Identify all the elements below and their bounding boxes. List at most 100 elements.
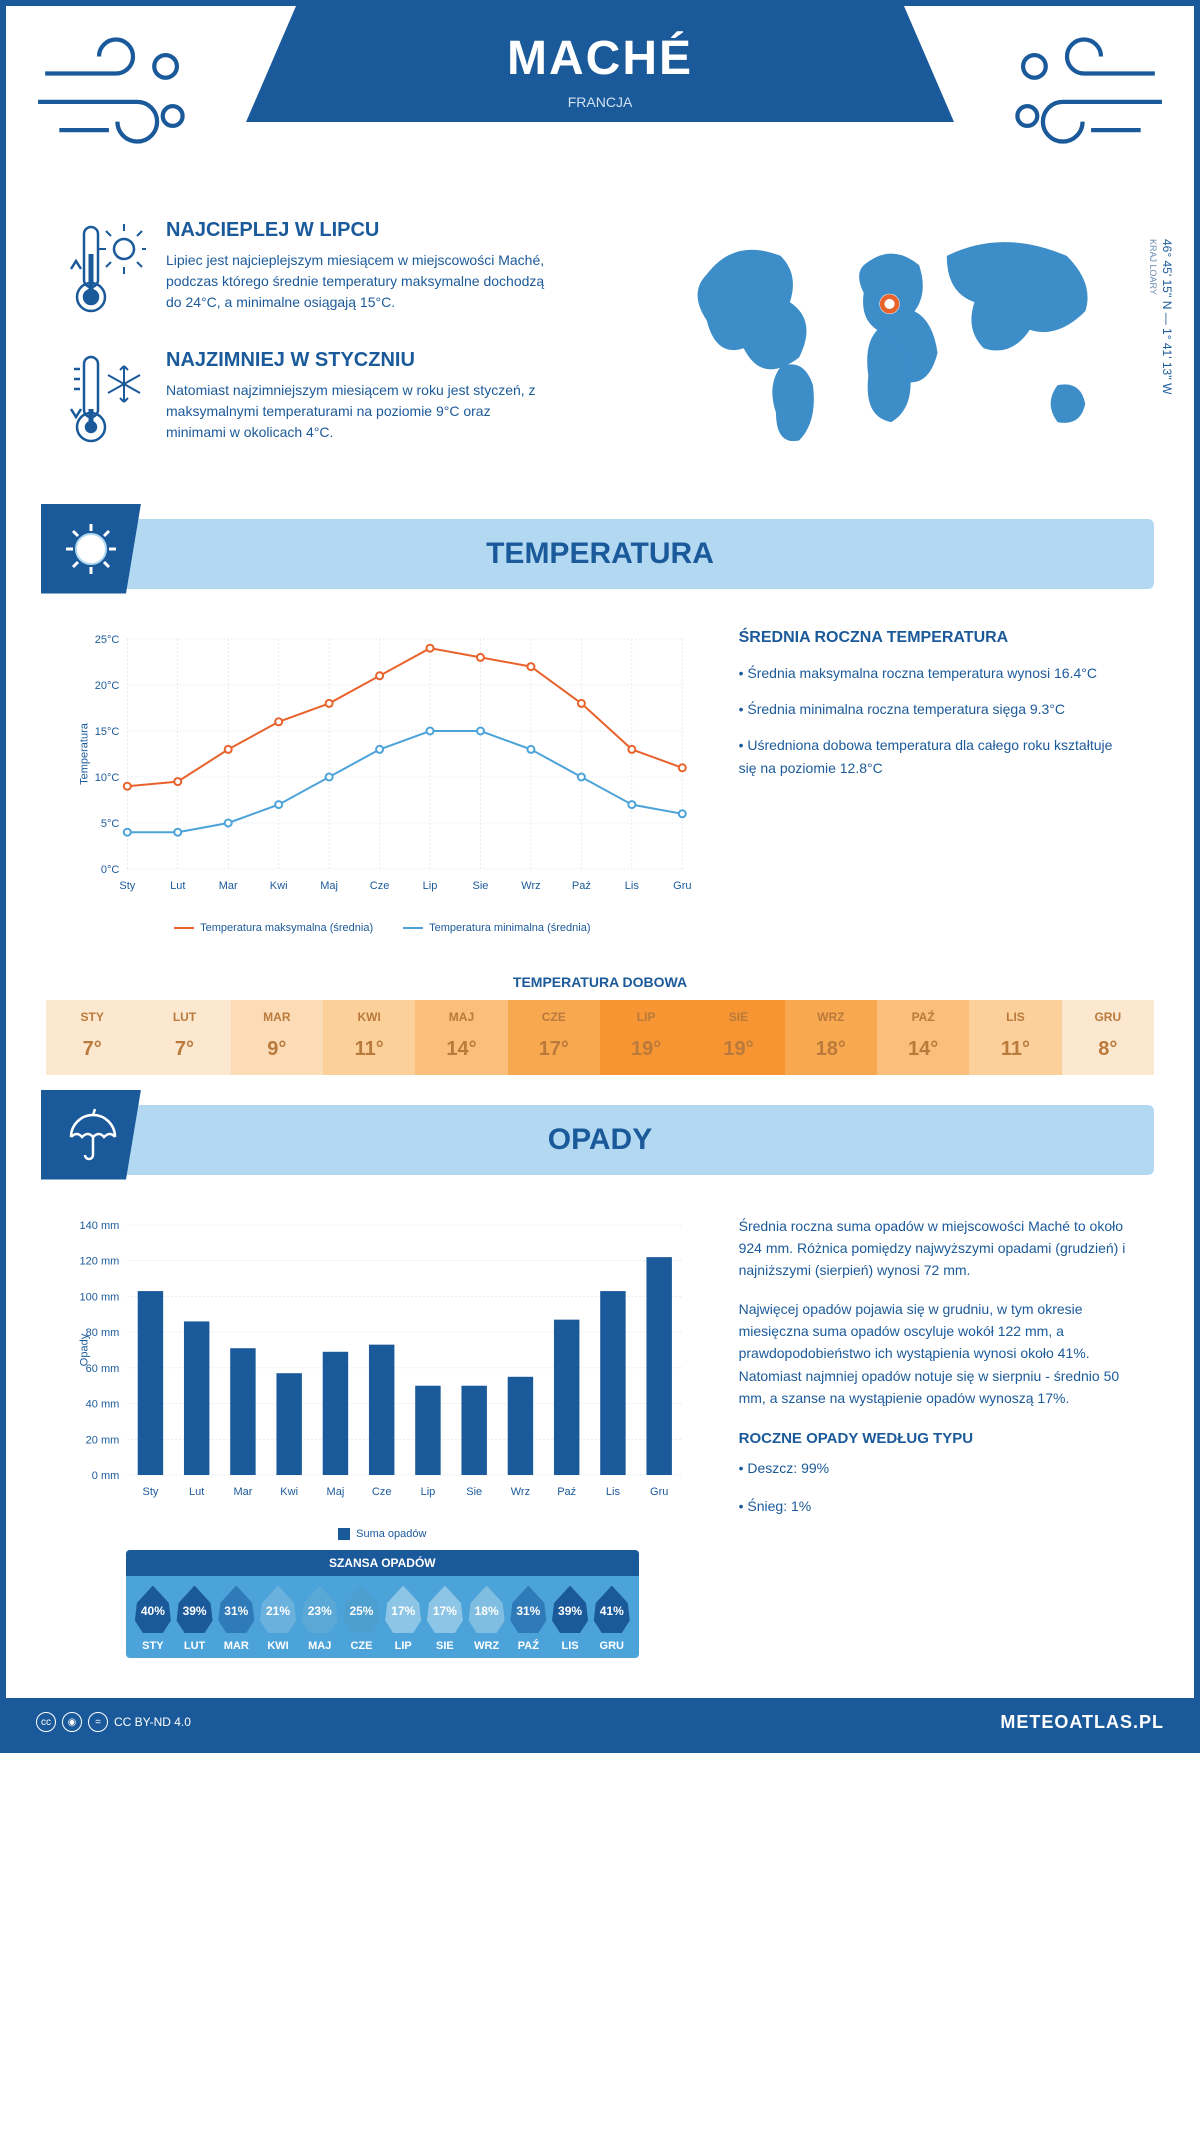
daily-cell: PAŹ14° (877, 1000, 969, 1075)
svg-text:Sty: Sty (142, 1486, 158, 1498)
svg-text:Wrz: Wrz (521, 880, 540, 892)
coordinates: 46° 45' 15'' N — 1° 41' 13'' W KRAJ LOAR… (1146, 239, 1174, 394)
svg-text:Kwi: Kwi (270, 880, 288, 892)
svg-text:5°C: 5°C (101, 818, 120, 830)
svg-text:20°C: 20°C (95, 680, 120, 692)
license-text: CC BY-ND 4.0 (114, 1715, 191, 1729)
svg-text:Lip: Lip (421, 1486, 436, 1498)
svg-text:Cze: Cze (372, 1486, 392, 1498)
daily-cell: MAJ14° (415, 1000, 507, 1075)
world-map-icon (667, 219, 1134, 464)
section-title: TEMPERATURA (64, 537, 1136, 571)
svg-text:Opady: Opady (78, 1333, 90, 1366)
svg-text:80 mm: 80 mm (86, 1327, 120, 1339)
umbrella-icon (41, 1090, 141, 1180)
svg-text:10°C: 10°C (95, 772, 120, 784)
daily-cell: STY7° (46, 1000, 138, 1075)
section-title: OPADY (64, 1123, 1136, 1157)
temperature-summary: ŚREDNIA ROCZNA TEMPERATURA • Średnia mak… (739, 629, 1134, 934)
chance-drop: 23%MAJ (299, 1586, 341, 1652)
chance-drop: 39%LIS (549, 1586, 591, 1652)
chance-drop: 21%KWI (257, 1586, 299, 1652)
fact-warm-heading: NAJCIEPLEJ W LIPCU (166, 219, 546, 242)
wind-icon-right (974, 6, 1194, 189)
brand-label: METEOATLAS.PL (1000, 1712, 1164, 1733)
section-header-precipitation: OPADY (46, 1105, 1154, 1175)
nd-icon: = (88, 1712, 108, 1732)
daily-cell: SIE19° (692, 1000, 784, 1075)
svg-text:40 mm: 40 mm (86, 1398, 120, 1410)
svg-text:Cze: Cze (370, 880, 390, 892)
svg-text:Gru: Gru (650, 1486, 668, 1498)
daily-cell: LUT7° (138, 1000, 230, 1075)
svg-text:15°C: 15°C (95, 726, 120, 738)
fact-cold-text: Natomiast najzimniejszym miesiącem w rok… (166, 380, 546, 443)
svg-text:Lut: Lut (189, 1486, 204, 1498)
chance-drop: 31%PAŹ (507, 1586, 549, 1652)
daily-cell: MAR9° (231, 1000, 323, 1075)
svg-text:Lip: Lip (423, 880, 438, 892)
daily-cell: LIS11° (969, 1000, 1061, 1075)
daily-temp-table: STY7°LUT7°MAR9°KWI11°MAJ14°CZE17°LIP19°S… (46, 1000, 1154, 1075)
bar-legend: Suma opadów (66, 1528, 699, 1540)
svg-text:Wrz: Wrz (511, 1486, 530, 1498)
svg-text:Kwi: Kwi (280, 1486, 298, 1498)
svg-text:Lis: Lis (606, 1486, 621, 1498)
by-icon: ◉ (62, 1712, 82, 1732)
fact-cold-heading: NAJZIMNIEJ W STYCZNIU (166, 349, 546, 372)
chance-drop: 31%MAR (215, 1586, 257, 1652)
title-banner: MACHÉ FRANCJA (246, 6, 954, 122)
daily-cell: LIP19° (600, 1000, 692, 1075)
thermometer-cold-icon (66, 349, 146, 454)
thermometer-hot-icon (66, 219, 146, 324)
daily-cell: KWI11° (323, 1000, 415, 1075)
header: MACHÉ FRANCJA (6, 6, 1194, 189)
svg-text:Lut: Lut (170, 880, 185, 892)
cc-icon: cc (36, 1712, 56, 1732)
daily-cell: CZE17° (508, 1000, 600, 1075)
precipitation-summary: Średnia roczna suma opadów w miejscowośc… (739, 1215, 1134, 1658)
chance-drop: 39%LUT (174, 1586, 216, 1652)
svg-text:Mar: Mar (219, 880, 238, 892)
svg-text:Paź: Paź (572, 880, 591, 892)
svg-text:100 mm: 100 mm (80, 1291, 120, 1303)
chance-drop: 41%GRU (591, 1586, 633, 1652)
daily-temp-heading: TEMPERATURA DOBOWA (6, 974, 1194, 990)
svg-text:0 mm: 0 mm (92, 1470, 120, 1482)
sun-icon (41, 504, 141, 594)
svg-text:0°C: 0°C (101, 864, 120, 876)
svg-text:60 mm: 60 mm (86, 1362, 120, 1374)
svg-text:Temperatura: Temperatura (78, 722, 90, 785)
overview-row: NAJCIEPLEJ W LIPCU Lipiec jest najcieple… (6, 189, 1194, 499)
svg-text:Lis: Lis (625, 880, 640, 892)
fact-warmest: NAJCIEPLEJ W LIPCU Lipiec jest najcieple… (66, 219, 627, 324)
svg-text:120 mm: 120 mm (80, 1255, 120, 1267)
svg-text:Sie: Sie (466, 1486, 482, 1498)
svg-text:25°C: 25°C (95, 634, 120, 646)
section-header-temperature: TEMPERATURA (46, 519, 1154, 589)
chance-drop: 18%WRZ (466, 1586, 508, 1652)
svg-text:Sie: Sie (473, 880, 489, 892)
chance-drop: 17%LIP (382, 1586, 424, 1652)
fact-warm-text: Lipiec jest najcieplejszym miesiącem w m… (166, 250, 546, 313)
fact-coldest: NAJZIMNIEJ W STYCZNIU Natomiast najzimni… (66, 349, 627, 454)
svg-text:Gru: Gru (673, 880, 691, 892)
svg-text:140 mm: 140 mm (80, 1220, 120, 1232)
country-label: FRANCJA (266, 94, 934, 110)
temperature-line-chart: 0°C 5°C 10°C 15°C 20°C 25°C Sty Lut Mar Kwi Maj Cze… (66, 629, 699, 934)
svg-text:Paź: Paź (557, 1486, 576, 1498)
daily-cell: GRU8° (1062, 1000, 1154, 1075)
svg-text:Sty: Sty (119, 880, 135, 892)
wind-icon-left (6, 6, 226, 189)
chance-drop: 40%STY (132, 1586, 174, 1652)
location-title: MACHÉ (266, 31, 934, 86)
svg-text:Mar: Mar (233, 1486, 252, 1498)
svg-text:Maj: Maj (327, 1486, 345, 1498)
chance-panel: SZANSA OPADÓW 40%STY39%LUT31%MAR21%KWI23… (126, 1550, 639, 1658)
svg-text:Maj: Maj (320, 880, 338, 892)
footer: cc ◉ = CC BY-ND 4.0 METEOATLAS.PL (6, 1698, 1194, 1747)
chance-drop: 17%SIE (424, 1586, 466, 1652)
chance-drop: 25%CZE (341, 1586, 383, 1652)
svg-text:20 mm: 20 mm (86, 1434, 120, 1446)
precipitation-bar-chart: 0 mm 20 mm 40 mm 60 mm 80 mm 100 mm 120 mm 140 … (66, 1215, 699, 1520)
